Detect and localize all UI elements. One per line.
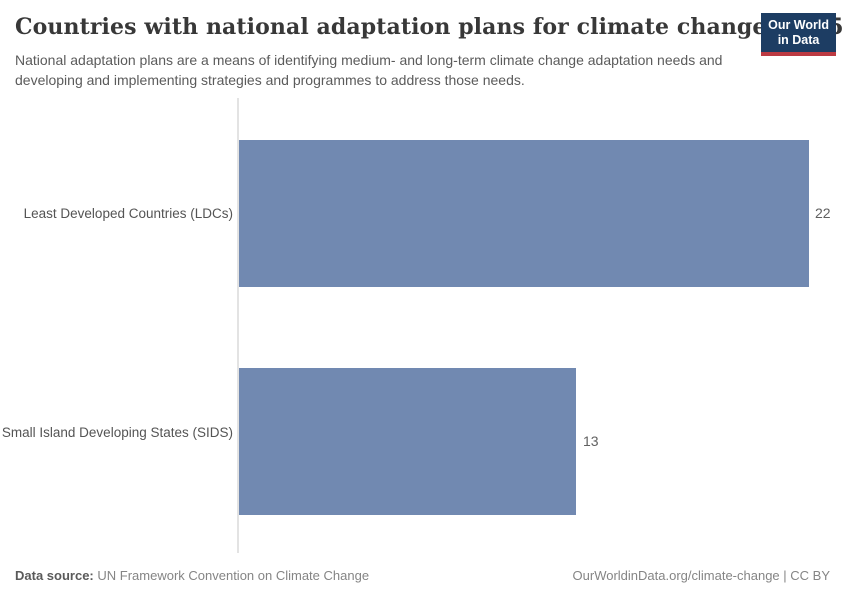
chart-subtitle: National adaptation plans are a means of…: [15, 52, 723, 88]
data-source-note: Data source: UN Framework Convention on …: [15, 568, 369, 583]
category-label-ldcs: Least Developed Countries (LDCs): [23, 206, 233, 221]
y-axis-line: [237, 98, 239, 553]
chart-title: Countries with national adaptation plans…: [15, 14, 844, 40]
bar-sids[interactable]: [239, 368, 576, 515]
owid-logo-line1: Our World: [768, 18, 829, 32]
data-source-value: UN Framework Convention on Climate Chang…: [97, 568, 370, 583]
category-label-sids: Small Island Developing States (SIDS): [1, 425, 233, 440]
bar-ldcs[interactable]: [239, 140, 809, 287]
owid-logo-line2: in Data: [777, 33, 820, 47]
value-label-sids: 13: [583, 433, 599, 449]
owid-logo[interactable]: Our World in Data: [761, 13, 836, 56]
value-label-ldcs: 22: [815, 205, 831, 221]
owid-attribution-link[interactable]: OurWorldinData.org/climate-change | CC B…: [572, 568, 830, 583]
data-source-label: Data source:: [15, 568, 94, 583]
